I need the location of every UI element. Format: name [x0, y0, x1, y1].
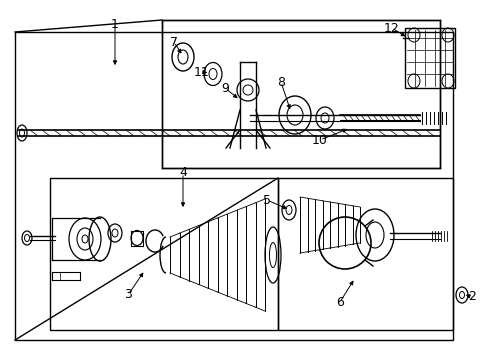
- Text: 4: 4: [179, 166, 186, 180]
- Text: 7: 7: [170, 36, 178, 49]
- Bar: [50, 178, 278, 330]
- Text: 9: 9: [221, 81, 228, 94]
- Text: 8: 8: [276, 76, 285, 89]
- Text: 10: 10: [311, 134, 327, 147]
- Text: 6: 6: [335, 296, 343, 309]
- Text: 5: 5: [263, 194, 270, 207]
- Text: 12: 12: [384, 22, 399, 35]
- Bar: [404, 28, 454, 88]
- Bar: [15, 32, 452, 340]
- Text: 3: 3: [124, 288, 132, 302]
- Text: 11: 11: [194, 66, 209, 78]
- Text: 2: 2: [467, 291, 475, 303]
- Text: 1: 1: [111, 18, 119, 31]
- Bar: [278, 178, 452, 330]
